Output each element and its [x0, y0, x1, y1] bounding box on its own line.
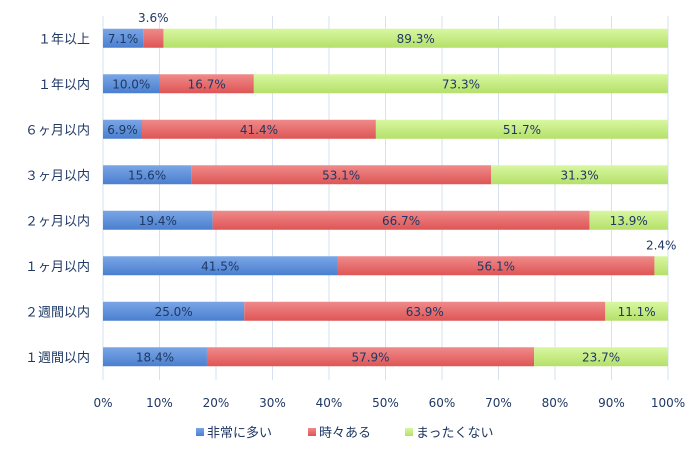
- bar-segment: [163, 28, 668, 48]
- data-label: 19.4%: [139, 214, 177, 228]
- bar-segment: [191, 165, 492, 185]
- x-tick-label: 70%: [485, 396, 512, 410]
- x-tick-label: 60%: [429, 396, 456, 410]
- bar-segment: [103, 165, 192, 185]
- category-label: ６ヶ月以内: [25, 122, 90, 138]
- data-label: 89.3%: [397, 32, 435, 46]
- bar-segment: [654, 256, 668, 276]
- bar-segment: [253, 74, 669, 94]
- category-label: １年以上: [38, 32, 90, 47]
- data-label: 16.7%: [188, 77, 226, 91]
- data-label: 18.4%: [136, 350, 174, 364]
- data-label: 63.9%: [406, 305, 444, 319]
- legend-swatch: [196, 428, 204, 436]
- bar-segment: [337, 256, 655, 276]
- bar-segment: [103, 119, 142, 139]
- bar-segment: [103, 28, 144, 48]
- data-label: 7.1%: [108, 32, 139, 46]
- data-label: 2.4%: [646, 238, 677, 252]
- x-tick-label: 100%: [651, 396, 685, 410]
- data-label: 57.9%: [351, 350, 389, 364]
- legend-swatch: [308, 428, 316, 436]
- x-tick-label: 90%: [598, 396, 625, 410]
- x-tick-label: 80%: [542, 396, 569, 410]
- bar-segment: [143, 28, 164, 48]
- bar-segment: [605, 301, 668, 321]
- bar-segment: [159, 74, 254, 94]
- data-label: 11.1%: [618, 305, 656, 319]
- bar-segment: [103, 347, 207, 367]
- legend-label: まったくない: [416, 426, 493, 441]
- bar-segment: [375, 119, 668, 139]
- data-label: 15.6%: [128, 168, 166, 182]
- data-label: 31.3%: [561, 168, 599, 182]
- bar-segment: [103, 74, 160, 94]
- data-label: 3.6%: [138, 11, 169, 25]
- bar-segment: [589, 210, 668, 230]
- legend-swatch: [405, 428, 413, 436]
- data-label: 73.3%: [442, 77, 480, 91]
- x-tick-label: 50%: [372, 396, 399, 410]
- category-label: １ヶ月以内: [25, 259, 90, 275]
- bar-segment: [212, 210, 590, 230]
- category-label: ３ヶ月以内: [25, 168, 90, 184]
- data-label: 23.7%: [582, 350, 620, 364]
- data-label: 25.0%: [155, 305, 193, 319]
- x-tick-label: 40%: [316, 396, 343, 410]
- x-tick-label: 10%: [146, 396, 173, 410]
- bar-segment: [141, 119, 376, 139]
- data-label: 41.4%: [240, 123, 278, 137]
- data-label: 66.7%: [382, 214, 420, 228]
- category-label: ２週間以内: [25, 304, 90, 320]
- x-tick-label: 30%: [259, 396, 286, 410]
- bar-segment: [491, 165, 668, 185]
- bar-segment: [103, 256, 338, 276]
- bar-segment: [103, 210, 213, 230]
- legend-label: 非常に多い: [207, 425, 272, 441]
- legend-label: 時々ある: [319, 426, 371, 441]
- category-label: １年以内: [38, 77, 90, 93]
- bar-segment: [206, 347, 535, 367]
- data-label: 10.0%: [112, 77, 150, 91]
- data-label: 53.1%: [322, 168, 360, 182]
- bar-segment: [244, 301, 606, 321]
- data-label: 6.9%: [107, 123, 138, 137]
- data-label: 13.9%: [610, 214, 648, 228]
- x-tick-label: 20%: [203, 396, 230, 410]
- data-label: 41.5%: [201, 259, 239, 273]
- data-label: 56.1%: [477, 259, 515, 273]
- x-tick-label: 0%: [93, 396, 112, 410]
- category-label: ２ヶ月以内: [25, 213, 90, 229]
- data-label: 51.7%: [503, 123, 541, 137]
- category-label: １週間以内: [25, 350, 90, 366]
- bar-segment: [534, 347, 668, 367]
- bar-segment: [103, 301, 245, 321]
